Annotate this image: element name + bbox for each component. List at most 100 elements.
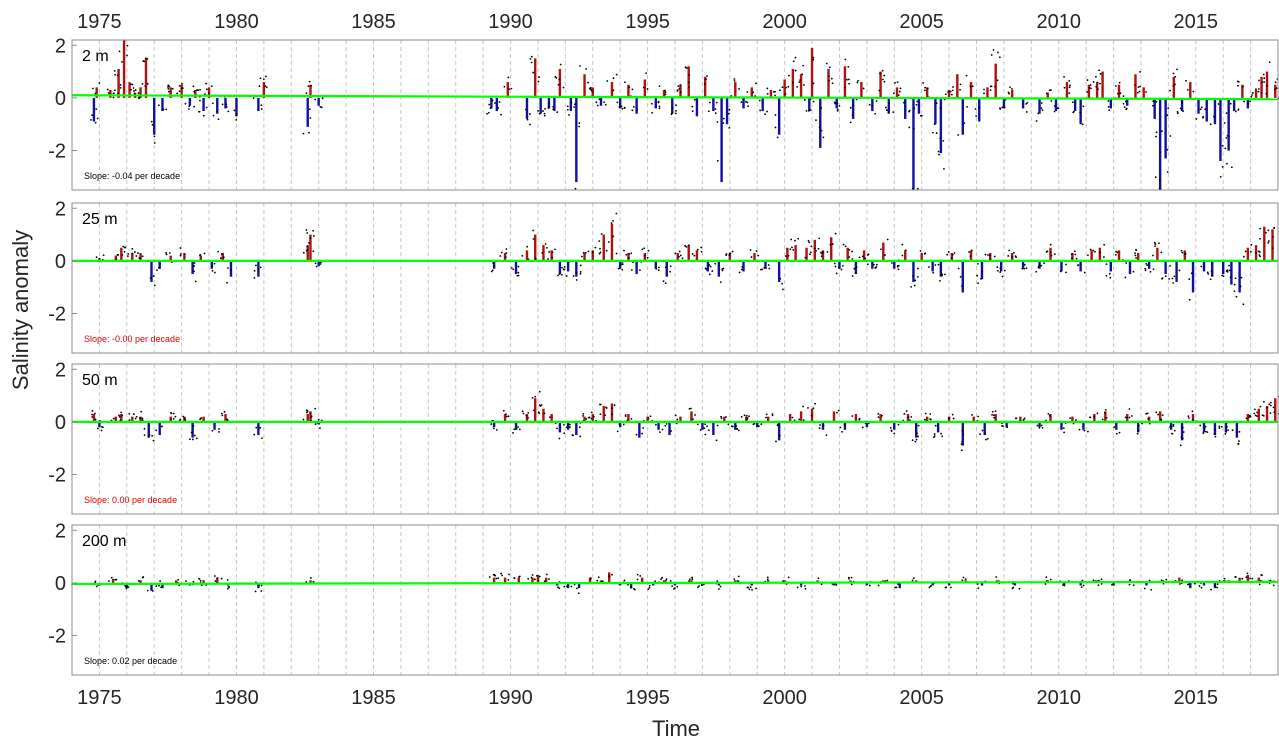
anomaly-bar xyxy=(1147,416,1151,422)
observation-point xyxy=(305,580,308,583)
anomaly-bar xyxy=(734,580,737,583)
observation-point xyxy=(618,423,621,426)
anomaly-bar xyxy=(1082,421,1085,430)
anomaly-bar xyxy=(144,58,148,98)
observation-point xyxy=(220,253,223,255)
anomaly-bar xyxy=(1010,90,1014,98)
observation-point xyxy=(505,415,508,418)
observation-point xyxy=(504,413,507,416)
observation-point xyxy=(837,409,840,412)
observation-point xyxy=(130,83,132,86)
observation-point xyxy=(1173,429,1176,432)
top-year-tick-label: 2015 xyxy=(1174,11,1219,33)
observation-point xyxy=(822,136,825,139)
observation-point xyxy=(91,410,94,412)
observation-point xyxy=(886,238,889,241)
observation-point xyxy=(745,414,748,417)
observation-point xyxy=(596,579,599,582)
observation-point xyxy=(1138,90,1141,93)
observation-point xyxy=(766,110,768,113)
observation-point xyxy=(1125,262,1128,264)
observation-point xyxy=(790,238,793,241)
observation-point xyxy=(600,233,603,235)
anomaly-bar xyxy=(174,580,178,583)
observation-point xyxy=(547,258,549,260)
observation-point xyxy=(669,270,672,273)
observation-point xyxy=(198,110,200,113)
anomaly-bar xyxy=(1098,247,1102,261)
y-tick-label: 0 xyxy=(55,573,66,595)
anomaly-bar xyxy=(534,398,537,422)
anomaly-bar xyxy=(1232,97,1236,112)
observation-point xyxy=(1187,415,1190,418)
observation-point xyxy=(167,84,170,87)
observation-point xyxy=(722,117,725,120)
observation-point xyxy=(691,576,693,579)
observation-point xyxy=(188,108,190,110)
observation-point xyxy=(185,580,187,583)
anomaly-bar xyxy=(1241,84,1244,98)
observation-point xyxy=(119,86,122,89)
observation-point xyxy=(1176,68,1178,71)
observation-point xyxy=(1256,411,1259,414)
observation-point xyxy=(875,100,878,102)
observation-point xyxy=(808,109,810,112)
observation-point xyxy=(1235,295,1238,298)
observation-point xyxy=(305,92,308,95)
observation-point xyxy=(1161,414,1164,416)
observation-point xyxy=(199,88,201,91)
observation-point xyxy=(255,426,258,429)
observation-point xyxy=(226,587,229,590)
observation-point xyxy=(537,109,539,112)
observation-point xyxy=(498,101,501,103)
observation-point xyxy=(1097,584,1100,587)
observation-point xyxy=(1262,414,1265,417)
observation-point xyxy=(1153,241,1156,244)
observation-point xyxy=(527,411,530,414)
anomaly-bar xyxy=(950,253,954,261)
observation-point xyxy=(747,105,750,108)
observation-point xyxy=(1193,582,1196,585)
observation-point xyxy=(670,430,672,432)
observation-point xyxy=(676,418,679,421)
anomaly-bar xyxy=(860,82,863,98)
observation-point xyxy=(529,57,532,60)
observation-point xyxy=(675,109,677,112)
observation-point xyxy=(1188,583,1190,586)
anomaly-bar xyxy=(1235,421,1239,438)
observation-point xyxy=(537,579,540,582)
observation-point xyxy=(177,578,180,581)
observation-point xyxy=(1210,588,1212,591)
observation-point xyxy=(1105,416,1108,419)
observation-point xyxy=(940,432,942,435)
observation-point xyxy=(1107,105,1110,108)
anomaly-bar xyxy=(1202,421,1206,433)
anomaly-bar xyxy=(805,247,808,261)
observation-point xyxy=(1172,84,1175,87)
observation-point xyxy=(219,257,222,260)
observation-point xyxy=(169,418,172,421)
observation-point xyxy=(658,266,660,269)
observation-point xyxy=(146,57,149,60)
observation-point xyxy=(1167,107,1170,110)
anomaly-bar xyxy=(939,97,943,154)
observation-point xyxy=(563,585,566,588)
observation-point xyxy=(671,585,674,588)
observation-point xyxy=(131,252,134,255)
observation-point xyxy=(735,425,737,427)
observation-point xyxy=(861,426,864,429)
anomaly-bar xyxy=(221,253,224,261)
observation-point xyxy=(1137,429,1140,432)
observation-point xyxy=(167,90,170,93)
observation-point xyxy=(591,251,594,253)
observation-point xyxy=(221,103,224,106)
observation-point xyxy=(812,58,815,61)
anomaly-bar xyxy=(972,416,975,422)
observation-point xyxy=(572,434,575,437)
observation-point xyxy=(821,252,823,255)
observation-point xyxy=(1011,587,1014,590)
observation-point xyxy=(624,81,626,84)
observation-point xyxy=(776,423,779,426)
observation-point xyxy=(861,255,864,258)
